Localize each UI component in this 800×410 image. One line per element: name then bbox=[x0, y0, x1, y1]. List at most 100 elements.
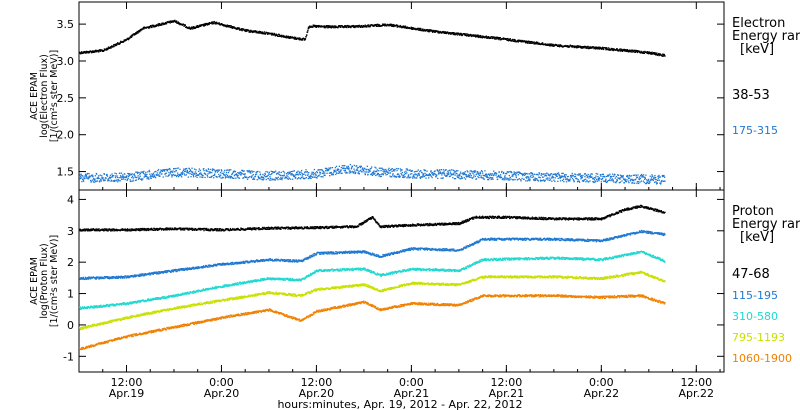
data-point bbox=[298, 172, 300, 174]
data-point bbox=[647, 51, 649, 53]
data-point bbox=[594, 180, 596, 182]
data-point bbox=[184, 174, 186, 176]
data-point bbox=[356, 165, 358, 167]
data-point bbox=[549, 179, 552, 181]
data-point bbox=[510, 171, 512, 173]
data-point bbox=[227, 169, 229, 171]
data-point bbox=[238, 28, 240, 30]
data-point bbox=[267, 228, 269, 230]
data-point bbox=[263, 31, 266, 33]
data-point bbox=[80, 176, 82, 178]
data-point bbox=[133, 173, 136, 175]
data-point bbox=[586, 176, 588, 179]
data-point bbox=[127, 230, 129, 232]
data-point bbox=[663, 175, 665, 177]
data-point bbox=[653, 52, 655, 54]
data-point bbox=[391, 24, 393, 26]
data-point bbox=[384, 172, 386, 174]
data-point bbox=[465, 174, 467, 176]
data-point bbox=[317, 169, 320, 171]
data-point bbox=[346, 166, 348, 169]
data-point bbox=[171, 228, 173, 230]
data-point bbox=[317, 175, 319, 177]
data-point bbox=[581, 180, 584, 182]
data-point bbox=[542, 176, 544, 178]
data-point bbox=[374, 218, 376, 220]
data-point bbox=[330, 225, 332, 227]
data-point bbox=[351, 225, 353, 227]
data-point bbox=[514, 178, 516, 181]
data-point bbox=[204, 23, 206, 25]
data-point bbox=[244, 30, 247, 32]
data-point bbox=[126, 38, 129, 40]
data-point bbox=[584, 173, 586, 175]
data-point bbox=[361, 222, 363, 224]
data-point bbox=[139, 175, 141, 177]
data-point bbox=[295, 227, 297, 230]
data-point bbox=[534, 177, 536, 179]
data-point bbox=[201, 176, 203, 178]
data-point bbox=[615, 182, 617, 184]
data-point bbox=[106, 175, 109, 177]
data-point bbox=[203, 25, 206, 27]
data-point bbox=[546, 43, 548, 45]
data-point bbox=[524, 41, 527, 43]
data-point bbox=[156, 227, 158, 230]
data-point bbox=[223, 174, 226, 176]
data-point bbox=[314, 25, 316, 28]
data-point bbox=[308, 26, 311, 28]
data-point bbox=[559, 45, 561, 47]
data-point bbox=[253, 178, 256, 180]
data-point bbox=[411, 224, 413, 226]
data-point bbox=[348, 170, 350, 172]
data-point bbox=[421, 172, 423, 174]
data-point bbox=[254, 31, 256, 33]
data-point bbox=[535, 216, 537, 218]
data-point bbox=[508, 174, 510, 177]
data-point bbox=[460, 177, 462, 180]
data-point bbox=[450, 169, 453, 171]
data-point bbox=[425, 177, 427, 179]
data-point bbox=[575, 46, 577, 49]
data-point bbox=[301, 226, 303, 228]
data-point bbox=[223, 174, 225, 176]
data-point bbox=[499, 176, 501, 178]
data-point bbox=[457, 33, 460, 35]
data-point bbox=[358, 171, 360, 173]
data-point bbox=[362, 167, 364, 169]
data-point bbox=[200, 25, 202, 27]
data-point bbox=[371, 24, 373, 26]
data-point bbox=[335, 25, 337, 27]
data-point bbox=[580, 47, 583, 49]
data-point bbox=[471, 35, 473, 38]
data-point bbox=[370, 173, 372, 175]
data-point bbox=[528, 40, 530, 43]
data-point bbox=[148, 27, 150, 29]
data-point bbox=[96, 173, 98, 175]
series-38-53 bbox=[79, 19, 666, 57]
data-point bbox=[485, 175, 487, 178]
data-point bbox=[114, 179, 116, 181]
data-point bbox=[176, 228, 178, 231]
data-point bbox=[228, 230, 231, 232]
data-point bbox=[414, 173, 416, 176]
data-point bbox=[121, 175, 123, 177]
data-point bbox=[488, 173, 490, 175]
data-point bbox=[285, 227, 287, 229]
data-point bbox=[386, 225, 388, 227]
data-point bbox=[516, 40, 518, 42]
legend-title: Electron bbox=[732, 16, 785, 31]
data-point bbox=[459, 171, 462, 173]
data-point bbox=[552, 177, 554, 179]
data-point bbox=[571, 174, 573, 177]
data-point bbox=[538, 43, 540, 45]
data-point bbox=[97, 50, 99, 52]
data-point bbox=[431, 224, 433, 226]
data-point bbox=[224, 175, 226, 177]
data-point bbox=[279, 227, 281, 229]
data-point bbox=[639, 177, 641, 180]
data-point bbox=[534, 179, 537, 182]
data-point bbox=[313, 174, 315, 176]
data-point bbox=[518, 216, 520, 218]
data-point bbox=[652, 175, 654, 177]
